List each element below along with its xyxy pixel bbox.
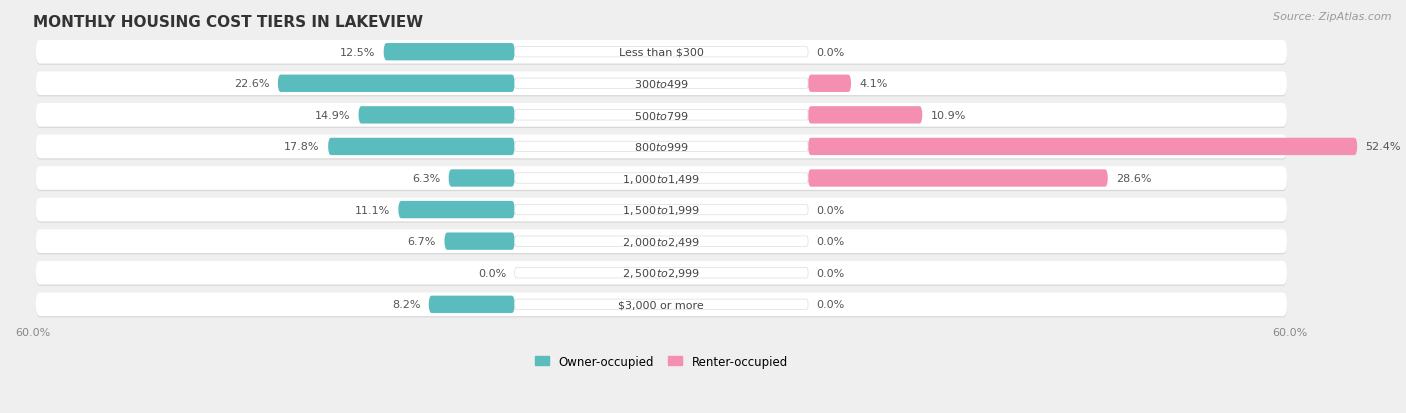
FancyBboxPatch shape <box>35 72 1286 96</box>
FancyBboxPatch shape <box>515 47 808 58</box>
Text: $1,000 to $1,499: $1,000 to $1,499 <box>623 172 700 185</box>
Legend: Owner-occupied, Renter-occupied: Owner-occupied, Renter-occupied <box>534 355 787 368</box>
FancyBboxPatch shape <box>515 299 808 310</box>
Text: 0.0%: 0.0% <box>478 268 506 278</box>
FancyBboxPatch shape <box>278 76 515 93</box>
FancyBboxPatch shape <box>515 205 808 215</box>
Text: 0.0%: 0.0% <box>817 205 845 215</box>
Text: 17.8%: 17.8% <box>284 142 319 152</box>
FancyBboxPatch shape <box>515 236 808 247</box>
FancyBboxPatch shape <box>515 79 808 89</box>
FancyBboxPatch shape <box>515 173 808 184</box>
FancyBboxPatch shape <box>35 105 1286 128</box>
Text: 6.7%: 6.7% <box>408 237 436 247</box>
Text: 0.0%: 0.0% <box>817 299 845 310</box>
FancyBboxPatch shape <box>35 199 1286 223</box>
FancyBboxPatch shape <box>515 110 808 121</box>
FancyBboxPatch shape <box>35 135 1286 159</box>
FancyBboxPatch shape <box>808 170 1108 187</box>
Text: 10.9%: 10.9% <box>931 111 966 121</box>
Text: 11.1%: 11.1% <box>354 205 389 215</box>
FancyBboxPatch shape <box>35 261 1286 285</box>
Text: 28.6%: 28.6% <box>1116 173 1152 183</box>
FancyBboxPatch shape <box>35 41 1286 64</box>
Text: Source: ZipAtlas.com: Source: ZipAtlas.com <box>1274 12 1392 22</box>
Text: $1,500 to $1,999: $1,500 to $1,999 <box>623 204 700 216</box>
FancyBboxPatch shape <box>35 168 1286 192</box>
FancyBboxPatch shape <box>515 268 808 278</box>
FancyBboxPatch shape <box>515 142 808 152</box>
FancyBboxPatch shape <box>808 138 1357 156</box>
Text: $800 to $999: $800 to $999 <box>634 141 689 153</box>
Text: 12.5%: 12.5% <box>340 47 375 57</box>
FancyBboxPatch shape <box>808 76 851 93</box>
Text: $2,000 to $2,499: $2,000 to $2,499 <box>623 235 700 248</box>
FancyBboxPatch shape <box>429 296 515 313</box>
FancyBboxPatch shape <box>35 74 1286 97</box>
Text: $3,000 or more: $3,000 or more <box>619 299 704 310</box>
FancyBboxPatch shape <box>35 167 1286 190</box>
FancyBboxPatch shape <box>384 44 515 61</box>
FancyBboxPatch shape <box>35 294 1286 318</box>
FancyBboxPatch shape <box>35 231 1286 255</box>
Text: Less than $300: Less than $300 <box>619 47 704 57</box>
Text: 22.6%: 22.6% <box>233 79 270 89</box>
Text: 8.2%: 8.2% <box>392 299 420 310</box>
FancyBboxPatch shape <box>808 107 922 124</box>
FancyBboxPatch shape <box>35 198 1286 222</box>
FancyBboxPatch shape <box>328 138 515 156</box>
Text: $2,500 to $2,999: $2,500 to $2,999 <box>623 267 700 280</box>
Text: 4.1%: 4.1% <box>859 79 887 89</box>
Text: 0.0%: 0.0% <box>817 237 845 247</box>
FancyBboxPatch shape <box>359 107 515 124</box>
FancyBboxPatch shape <box>398 202 515 219</box>
Text: 52.4%: 52.4% <box>1365 142 1400 152</box>
FancyBboxPatch shape <box>444 233 515 250</box>
FancyBboxPatch shape <box>35 137 1286 160</box>
FancyBboxPatch shape <box>35 104 1286 127</box>
FancyBboxPatch shape <box>35 42 1286 66</box>
Text: 6.3%: 6.3% <box>412 173 440 183</box>
Text: $500 to $799: $500 to $799 <box>634 109 689 121</box>
Text: MONTHLY HOUSING COST TIERS IN LAKEVIEW: MONTHLY HOUSING COST TIERS IN LAKEVIEW <box>32 15 423 30</box>
FancyBboxPatch shape <box>449 170 515 187</box>
Text: $300 to $499: $300 to $499 <box>634 78 689 90</box>
Text: 0.0%: 0.0% <box>817 268 845 278</box>
Text: 14.9%: 14.9% <box>315 111 350 121</box>
FancyBboxPatch shape <box>35 263 1286 286</box>
FancyBboxPatch shape <box>35 230 1286 254</box>
Text: 0.0%: 0.0% <box>817 47 845 57</box>
FancyBboxPatch shape <box>35 293 1286 316</box>
